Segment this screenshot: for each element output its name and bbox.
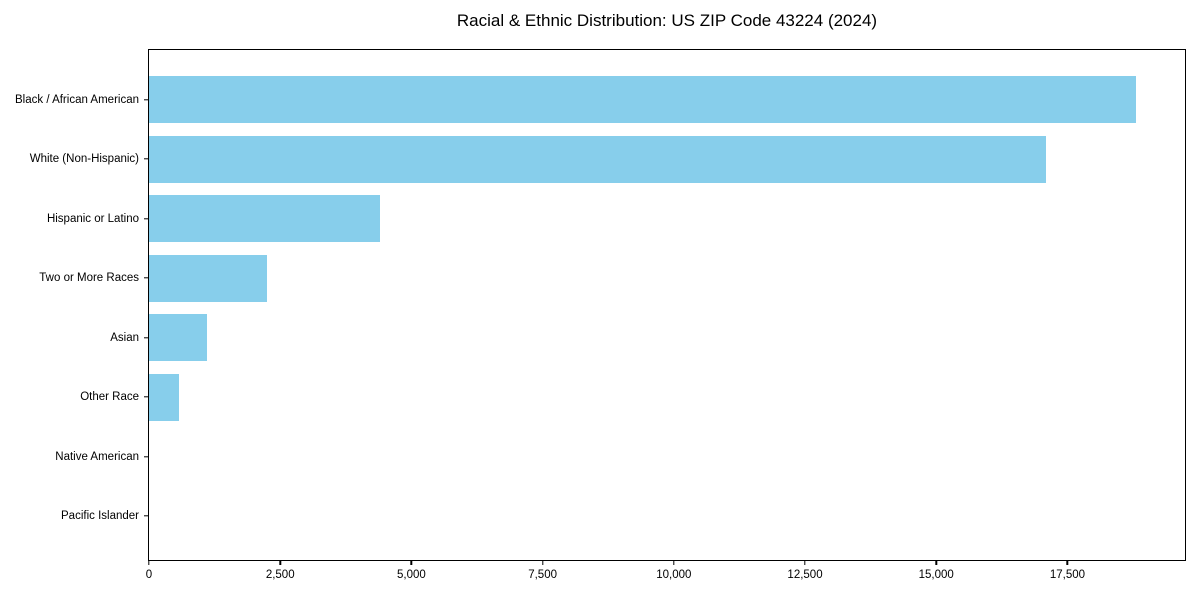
x-tick-label: 0 bbox=[145, 569, 153, 581]
x-tick-label: 17,500 bbox=[1049, 569, 1086, 581]
x-tick-mark bbox=[279, 560, 281, 565]
x-tick-label: 10,000 bbox=[656, 569, 692, 581]
y-tick-mark bbox=[144, 277, 149, 279]
y-tick-label: White (Non-Hispanic) bbox=[29, 153, 139, 165]
y-tick-label: Asian bbox=[110, 331, 139, 344]
bar bbox=[149, 195, 380, 242]
y-tick-label: Native American bbox=[55, 450, 139, 463]
bar bbox=[149, 254, 268, 302]
x-tick-label: 12,500 bbox=[787, 569, 823, 581]
y-tick-mark bbox=[144, 217, 149, 220]
bar bbox=[149, 135, 1047, 183]
x-tick-mark bbox=[148, 560, 150, 565]
y-tick-mark bbox=[144, 158, 149, 160]
x-tick-label: 5,000 bbox=[397, 569, 426, 581]
x-tick-mark bbox=[673, 560, 675, 565]
bar bbox=[149, 373, 179, 421]
x-tick-mark bbox=[935, 560, 937, 565]
x-tick-mark bbox=[410, 560, 413, 565]
x-tick-label: 7,500 bbox=[528, 569, 557, 581]
x-tick-mark bbox=[541, 560, 544, 565]
y-tick-label: Black / African American bbox=[15, 93, 139, 106]
bar bbox=[149, 76, 1136, 123]
x-tick-label: 15,000 bbox=[918, 569, 954, 581]
chart-title: Racial & Ethnic Distribution: US ZIP Cod… bbox=[456, 11, 878, 30]
y-tick-mark bbox=[144, 515, 149, 517]
x-tick-label: 2,500 bbox=[265, 569, 295, 581]
bar bbox=[149, 314, 207, 361]
plot-area: Black / African American White (Non-Hispa… bbox=[15, 49, 1186, 581]
x-tick-mark bbox=[1066, 560, 1069, 565]
y-tick-mark bbox=[144, 455, 149, 458]
y-tick-label: Hispanic or Latino bbox=[46, 212, 139, 225]
y-tick-label: Pacific Islander bbox=[61, 510, 139, 522]
y-tick-mark bbox=[144, 396, 149, 398]
y-tick-label: Other Race bbox=[80, 391, 139, 403]
x-tick-mark bbox=[804, 560, 806, 565]
y-tick-mark bbox=[144, 98, 149, 101]
y-tick-label: Two or More Races bbox=[39, 272, 139, 284]
y-tick-mark bbox=[144, 336, 149, 339]
